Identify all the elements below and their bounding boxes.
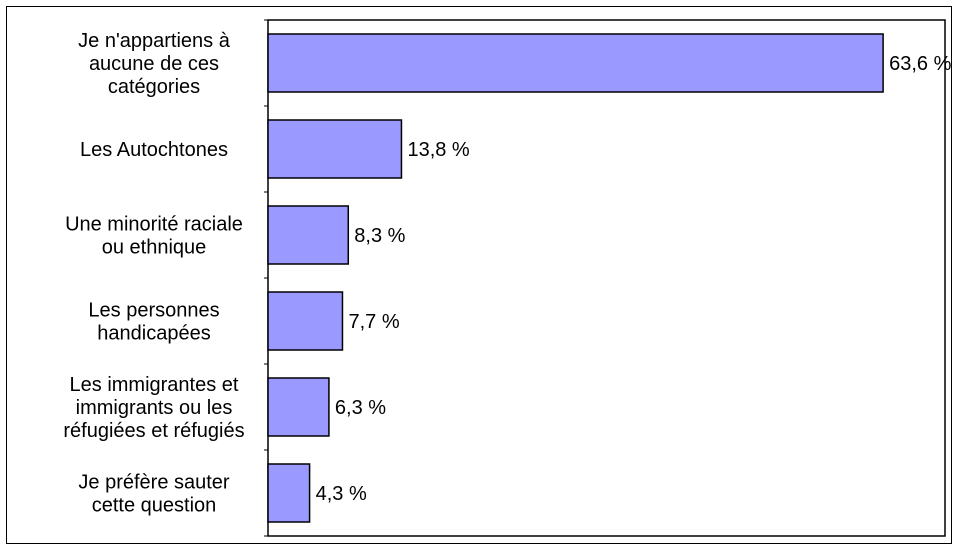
category-label-line: réfugiées et réfugiés [63,420,244,442]
category-label-line: immigrants ou les [76,397,233,419]
chart-frame [6,6,952,544]
category-label-line: Les Autochtones [80,139,228,161]
bar [267,291,344,351]
bar [267,205,350,265]
bars-group [267,33,884,523]
plot-border [267,19,946,537]
tick-marks [264,19,268,537]
data-label: 13,8 % [407,139,469,161]
plot-area [267,19,946,537]
category-label-line: Je n'appartiens à [78,30,231,52]
category-label: Les personnes handicapées [88,300,219,345]
category-labels: Je n'appartiens à aucune de ces catégories… [63,30,244,517]
category-label: Je préfère sauter cette question [78,472,230,517]
data-label: 63,6 % [889,53,951,75]
category-label-line: Les personnes [88,300,219,322]
value-labels: 63,6 % 13,8 % 8,3 % 7,7 % 6,3 % 4,3 % [316,53,952,505]
category-label-line: handicapées [97,323,210,345]
category-label-line: Les immigrantes et [70,374,239,396]
category-label-line: Je préfère sauter [78,472,230,494]
bar [267,463,311,523]
bar [267,33,884,93]
category-label-line: cette question [92,495,217,517]
category-label: Je n'appartiens à aucune de ces catégories [78,30,231,98]
category-label: Les Autochtones [80,139,228,161]
category-label: Les immigrantes et immigrants ou les réfug… [63,374,244,442]
category-label-line: aucune de ces [89,53,219,75]
data-label: 4,3 % [316,483,367,505]
bar [267,119,403,179]
data-label: 7,7 % [348,311,399,333]
data-label: 6,3 % [335,397,386,419]
category-label-line: ou ethnique [102,237,207,259]
category-label-line: Une minorité raciale [65,214,243,236]
category-label-line: catégories [108,76,200,98]
category-label: Une minorité raciale ou ethnique [65,214,243,259]
bar [267,377,330,437]
data-label: 8,3 % [354,225,405,247]
